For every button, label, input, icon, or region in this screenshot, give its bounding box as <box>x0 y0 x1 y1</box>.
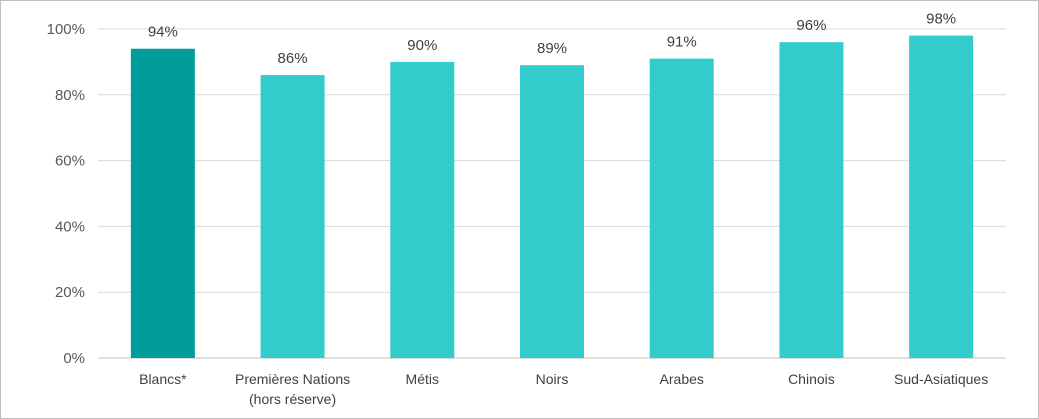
bar <box>260 75 325 358</box>
category-label: Noirs <box>536 371 569 387</box>
category-label: Premières Nations (hors réserve) <box>235 371 350 407</box>
category-label: Sud-Asiatiques <box>894 371 988 387</box>
data-label: 91% <box>667 34 697 51</box>
data-label: 98% <box>926 11 956 28</box>
y-tick-label: 0% <box>63 350 85 367</box>
bar <box>520 65 584 358</box>
y-tick-label: 100% <box>47 21 85 38</box>
category-label: Blancs* <box>139 371 187 387</box>
y-axis-tick-labels: 0% 20% 40% 60% 80% 100% <box>47 21 85 367</box>
bar <box>909 35 974 359</box>
y-tick-label: 80% <box>55 87 85 104</box>
data-label: 89% <box>537 40 567 57</box>
data-label: 86% <box>278 50 308 67</box>
y-tick-label: 20% <box>55 284 85 301</box>
category-label: Arabes <box>660 371 704 387</box>
bar <box>779 42 844 358</box>
bar <box>390 61 455 359</box>
data-label: 90% <box>407 37 437 54</box>
y-tick-label: 40% <box>55 218 85 235</box>
x-axis-category-labels: Blancs* Premières Nations (hors réserve) Mé… <box>139 371 988 407</box>
category-label: Chinois <box>788 371 835 387</box>
bar <box>130 48 195 359</box>
y-tick-label: 60% <box>55 153 85 170</box>
category-label: Métis <box>406 371 439 387</box>
data-label: 96% <box>796 17 826 34</box>
data-labels: 94% 86% 90% 89% 91% 96% 98% <box>148 11 956 67</box>
bars <box>130 35 974 359</box>
data-label: 94% <box>148 24 178 41</box>
bar <box>649 58 714 359</box>
